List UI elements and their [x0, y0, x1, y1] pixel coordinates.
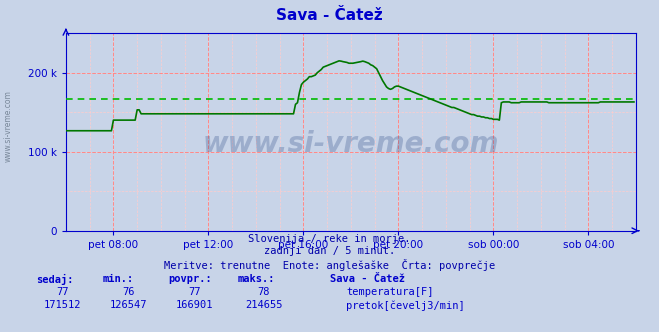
Text: 166901: 166901 [176, 300, 213, 310]
Text: www.si-vreme.com: www.si-vreme.com [3, 90, 13, 162]
Text: 126547: 126547 [110, 300, 147, 310]
Text: temperatura[F]: temperatura[F] [346, 287, 434, 297]
Text: maks.:: maks.: [237, 274, 275, 284]
Text: Sava - Čatež: Sava - Čatež [276, 8, 383, 23]
Text: pretok[čevelj3/min]: pretok[čevelj3/min] [346, 300, 465, 311]
Text: 76: 76 [123, 287, 134, 297]
Text: zadnji dan / 5 minut.: zadnji dan / 5 minut. [264, 246, 395, 256]
Text: min.:: min.: [102, 274, 133, 284]
Text: povpr.:: povpr.: [168, 274, 212, 284]
Text: 77: 77 [57, 287, 69, 297]
Text: sedaj:: sedaj: [36, 274, 74, 285]
Text: 171512: 171512 [44, 300, 81, 310]
Text: Slovenija / reke in morje.: Slovenija / reke in morje. [248, 234, 411, 244]
Text: Meritve: trenutne  Enote: anglešaške  Črta: povprečje: Meritve: trenutne Enote: anglešaške Črta… [164, 259, 495, 271]
Text: www.si-vreme.com: www.si-vreme.com [203, 130, 499, 158]
Text: 78: 78 [258, 287, 270, 297]
Text: 214655: 214655 [245, 300, 282, 310]
Text: 77: 77 [188, 287, 200, 297]
Text: Sava - Čatež: Sava - Čatež [330, 274, 405, 284]
